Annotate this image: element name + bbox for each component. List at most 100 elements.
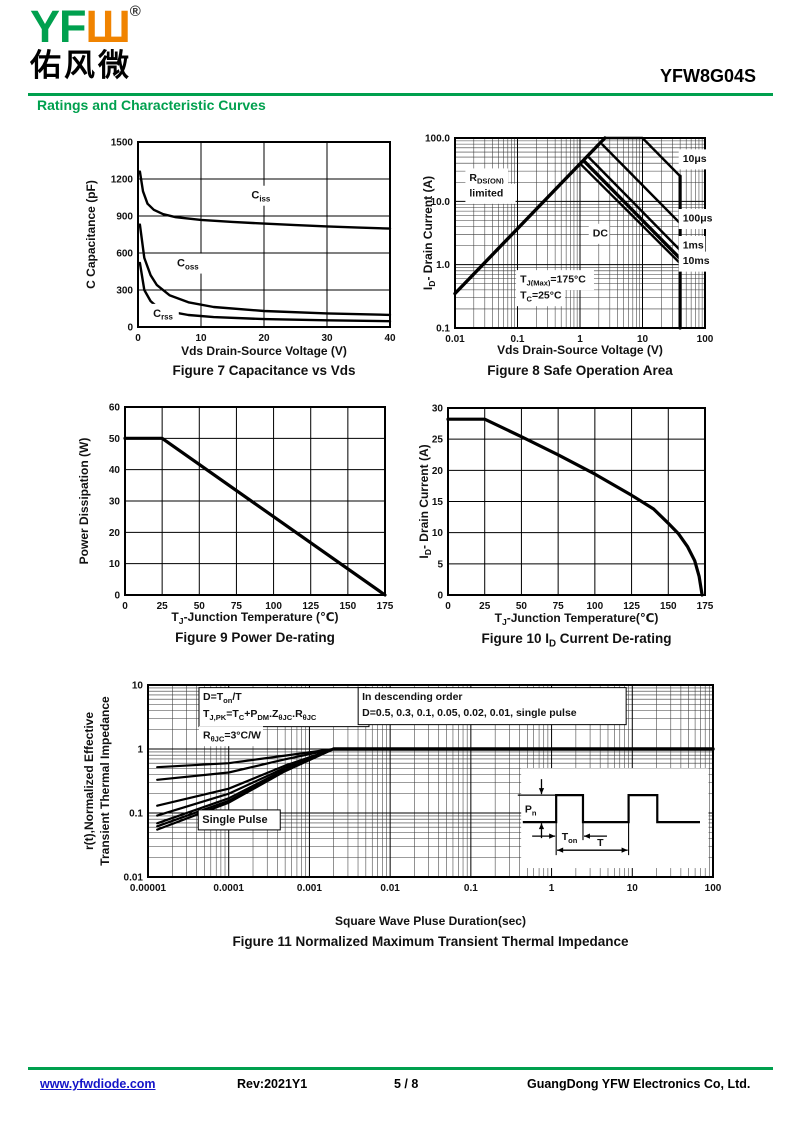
svg-text:150: 150	[340, 601, 357, 612]
svg-text:10μs: 10μs	[683, 153, 707, 165]
svg-text:DC: DC	[593, 227, 609, 239]
svg-text:1: 1	[549, 883, 555, 894]
figure-10-id-current-derating: 0 25 50 75 100 125 150 175 0 5 10 15 20 25 30 TJ-Juncti…	[417, 398, 788, 653]
svg-text:30: 30	[109, 497, 121, 508]
svg-text:1.0: 1.0	[436, 260, 450, 271]
logo-yf-text: YF	[30, 1, 87, 52]
svg-text:10: 10	[432, 528, 444, 539]
svg-text:Figure 10 ID Current De-rating: Figure 10 ID Current De-rating	[481, 631, 671, 650]
svg-text:ID- Drain Current (A): ID- Drain Current (A)	[421, 176, 437, 290]
svg-text:Coss: Coss	[177, 258, 199, 272]
svg-text:150: 150	[660, 601, 677, 612]
svg-text:300: 300	[116, 286, 133, 297]
website-link[interactable]: www.yfwdiode.com	[40, 1077, 156, 1091]
svg-text:0.1: 0.1	[129, 809, 143, 820]
company-name: GuangDong YFW Electronics Co, Ltd.	[527, 1077, 751, 1091]
figure-11-chart-canvas: 0.00001 0.0001 0.001 0.01 0.1 1 10 100 0.01 0.1 1 1…	[82, 681, 722, 950]
svg-text:5: 5	[437, 559, 443, 570]
svg-text:125: 125	[623, 601, 640, 612]
svg-text:Ton: Ton	[562, 831, 578, 845]
svg-text:10: 10	[637, 334, 649, 345]
svg-text:0: 0	[114, 591, 120, 602]
part-number: YFW8G04S	[659, 66, 756, 86]
svg-text:75: 75	[553, 601, 565, 612]
logo-wordmark: YFШ®	[30, 4, 141, 49]
svg-text:10: 10	[195, 333, 207, 344]
svg-text:0: 0	[127, 323, 133, 334]
svg-text:TJ(Max)=175°C: TJ(Max)=175°C	[520, 274, 586, 288]
registered-mark-icon: ®	[129, 3, 141, 20]
svg-text:Single Pulse: Single Pulse	[202, 814, 267, 826]
svg-text:Figure 7 Capacitance vs Vds: Figure 7 Capacitance vs Vds	[172, 363, 355, 378]
svg-text:Pn: Pn	[525, 804, 537, 818]
svg-text:0.1: 0.1	[511, 334, 525, 345]
svg-text:40: 40	[384, 333, 396, 344]
svg-text:1ms: 1ms	[683, 239, 704, 251]
svg-text:10: 10	[627, 883, 639, 894]
svg-text:25: 25	[479, 601, 491, 612]
svg-text:175: 175	[697, 601, 714, 612]
svg-text:Figure 9 Power De-rating: Figure 9 Power De-rating	[175, 630, 335, 645]
svg-text:30: 30	[321, 333, 333, 344]
section-title: Ratings and Characteristic Curves	[37, 97, 266, 113]
svg-text:10: 10	[109, 559, 121, 570]
svg-text:0.1: 0.1	[436, 324, 450, 335]
svg-text:60: 60	[109, 403, 121, 414]
svg-text:0: 0	[122, 601, 128, 612]
svg-text:0.001: 0.001	[297, 883, 322, 894]
svg-text:r(t),Normalized Effective: r(t),Normalized Effective	[82, 712, 96, 850]
svg-text:20: 20	[258, 333, 270, 344]
svg-text:20: 20	[109, 528, 121, 539]
svg-text:100.0: 100.0	[425, 134, 450, 145]
figure-7-chart-canvas: 0 10 20 30 40 0 300 600 900 1200 1500 Ciss Coss Crss V…	[84, 138, 396, 379]
svg-text:10ms: 10ms	[683, 255, 710, 267]
revision-label: Rev:2021Y1	[237, 1077, 308, 1091]
svg-text:50: 50	[516, 601, 528, 612]
svg-text:ID- Drain Current (A): ID- Drain Current (A)	[417, 444, 433, 558]
svg-text:D=0.5, 0.3, 0.1, 0.05, 0.02, 0: D=0.5, 0.3, 0.1, 0.05, 0.02, 0.01, singl…	[362, 707, 577, 719]
svg-text:100μs: 100μs	[683, 213, 713, 225]
svg-text:50: 50	[194, 601, 206, 612]
svg-text:0.01: 0.01	[124, 873, 144, 884]
svg-text:TJ-Junction Temperature(℃): TJ-Junction Temperature(℃)	[495, 611, 659, 627]
svg-text:0: 0	[445, 601, 451, 612]
svg-text:1200: 1200	[111, 175, 134, 186]
figure-7-capacitance-vs-vds: 0 10 20 30 40 0 300 600 900 1200 1500 Ciss Coss Crss V…	[60, 128, 412, 386]
figure-8-safe-operation-area: 0.01 0.1 1 10 100 0.1 1.0 10.0 100.0 RDS(ON) limit…	[420, 125, 788, 386]
svg-text:C Capacitance (pF): C Capacitance (pF)	[84, 180, 98, 289]
svg-text:T: T	[597, 837, 604, 849]
svg-text:Square Wave Pluse Duration(sec: Square Wave Pluse Duration(sec)	[335, 914, 526, 928]
svg-text:Vds Drain-Source Voltage (V): Vds Drain-Source Voltage (V)	[181, 344, 347, 358]
svg-text:100: 100	[587, 601, 604, 612]
svg-text:25: 25	[432, 435, 444, 446]
svg-text:Vds Drain-Source Voltage (V): Vds Drain-Source Voltage (V)	[497, 343, 663, 357]
svg-text:Ciss: Ciss	[251, 190, 271, 204]
figure-10-chart-canvas: 0 25 50 75 100 125 150 175 0 5 10 15 20 25 30 TJ-Juncti…	[417, 404, 714, 650]
svg-text:175: 175	[377, 601, 394, 612]
svg-text:1500: 1500	[111, 138, 134, 149]
svg-text:0.00001: 0.00001	[130, 883, 167, 894]
svg-text:900: 900	[116, 212, 133, 223]
svg-text:125: 125	[302, 601, 319, 612]
svg-text:10: 10	[132, 681, 144, 692]
svg-text:100: 100	[265, 601, 282, 612]
footer-divider	[28, 1067, 773, 1070]
svg-text:RθJC=3°C/W: RθJC=3°C/W	[203, 730, 261, 744]
svg-text:In descending order: In descending order	[362, 691, 462, 703]
svg-text:1: 1	[137, 745, 143, 756]
logo-chinese-text: 佑风微	[30, 48, 132, 84]
svg-text:0.1: 0.1	[464, 883, 478, 894]
figure-9-chart-canvas: 0 25 50 75 100 125 150 175 0 10 20 30 40 50 60 TJ-Junct…	[77, 403, 394, 646]
svg-text:600: 600	[116, 249, 133, 260]
figure-8-chart-canvas: 0.01 0.1 1 10 1000.11.010.0100.0RDS(ON)limit…	[421, 134, 718, 378]
svg-text:Figure 8 Safe Operation Area: Figure 8 Safe Operation Area	[487, 363, 673, 378]
svg-text:100: 100	[705, 883, 722, 894]
svg-text:Crss: Crss	[153, 308, 173, 322]
svg-text:40: 40	[109, 465, 121, 476]
figure-9-power-derating: 0 25 50 75 100 125 150 175 0 10 20 30 40 50 60 TJ-Junct…	[60, 398, 412, 653]
svg-text:TJ-Junction Temperature (℃): TJ-Junction Temperature (℃)	[171, 610, 338, 626]
svg-text:75: 75	[231, 601, 243, 612]
svg-text:0: 0	[135, 333, 141, 344]
svg-text:TC=25°C: TC=25°C	[520, 290, 562, 304]
